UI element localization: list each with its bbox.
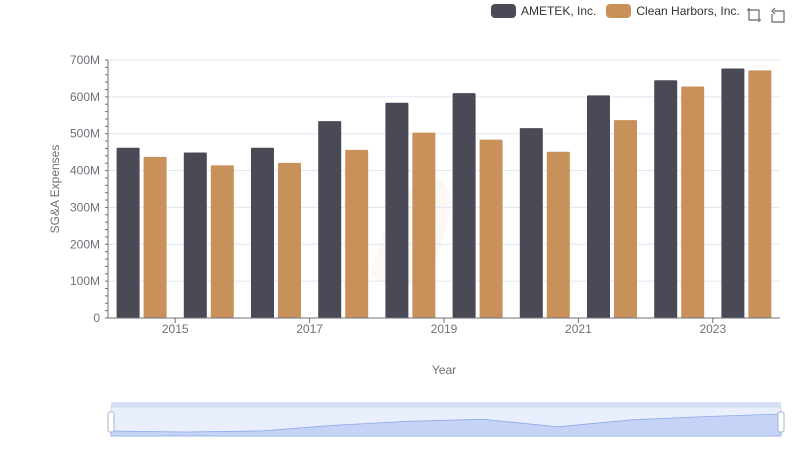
x-tick-label: 2023 xyxy=(699,322,726,336)
legend-item-clean-harbors[interactable]: Clean Harbors, Inc. xyxy=(606,4,740,18)
bar-clean-harbors-2017[interactable] xyxy=(345,149,369,318)
bar-clean-harbors-2019[interactable] xyxy=(479,139,503,318)
y-axis: 0 100M 200M 300M 400M 500M 600M 700M xyxy=(70,53,109,325)
bar-ametek-2015[interactable] xyxy=(183,152,207,318)
y-tick-label: 200M xyxy=(70,237,100,251)
bar-clean-harbors-2016[interactable] xyxy=(278,162,301,318)
y-tick-label: 100M xyxy=(70,274,100,288)
data-zoom-top-bar[interactable] xyxy=(111,402,781,407)
bar-ametek-2019[interactable] xyxy=(452,93,476,319)
bar-clean-harbors-2020[interactable] xyxy=(546,151,570,318)
restore-icon[interactable] xyxy=(770,7,786,23)
bar-ametek-2014[interactable] xyxy=(116,147,140,318)
legend-label-clean-harbors: Clean Harbors, Inc. xyxy=(636,4,740,18)
y-tick-label: 700M xyxy=(70,53,100,67)
bar-ametek-2017[interactable] xyxy=(318,121,342,318)
y-axis-title: SG&A Expenses xyxy=(48,145,62,234)
zoom-icon[interactable] xyxy=(746,7,762,23)
bar-clean-harbors-2022[interactable] xyxy=(681,86,705,318)
y-tick-label: 300M xyxy=(70,200,100,214)
bar-ametek-2020[interactable] xyxy=(519,128,543,318)
x-axis-title: Year xyxy=(432,363,456,377)
toolbox xyxy=(746,7,786,23)
bar-clean-harbors-2014[interactable] xyxy=(143,156,167,318)
legend: AMETEK, Inc. Clean Harbors, Inc. xyxy=(491,4,750,18)
bar-ametek-2021[interactable] xyxy=(587,95,610,318)
watermark-logo xyxy=(370,179,450,286)
y-tick-label: 400M xyxy=(70,164,100,178)
bar-clean-harbors-2015[interactable] xyxy=(210,165,234,318)
bar-ametek-2022[interactable] xyxy=(654,80,678,319)
bar-ametek-2018[interactable] xyxy=(385,102,409,318)
bar-ametek-2016[interactable] xyxy=(251,147,274,318)
data-zoom-handle-right[interactable] xyxy=(777,411,785,433)
bar-ametek-2023[interactable] xyxy=(721,68,745,318)
bar-clean-harbors-2023[interactable] xyxy=(748,70,772,318)
data-zoom-handle-left[interactable] xyxy=(107,411,115,433)
legend-label-ametek: AMETEK, Inc. xyxy=(521,4,597,18)
legend-swatch-ametek xyxy=(491,4,516,18)
x-tick-label: 2017 xyxy=(296,322,323,336)
data-zoom-slider[interactable] xyxy=(107,402,785,437)
x-tick-label: 2019 xyxy=(431,322,458,336)
x-axis: 2015 2017 2019 2021 2023 xyxy=(108,317,780,336)
bar-clean-harbors-2021[interactable] xyxy=(614,120,637,318)
legend-item-ametek[interactable]: AMETEK, Inc. xyxy=(491,4,596,18)
x-tick-label: 2021 xyxy=(565,322,592,336)
y-tick-label: 500M xyxy=(70,127,100,141)
x-tick-label: 2015 xyxy=(162,322,189,336)
bar-clean-harbors-2018[interactable] xyxy=(412,132,436,318)
y-tick-label: 600M xyxy=(70,90,100,104)
legend-swatch-clean-harbors xyxy=(606,4,632,18)
bars xyxy=(116,68,772,319)
y-tick-label: 0 xyxy=(93,311,100,325)
